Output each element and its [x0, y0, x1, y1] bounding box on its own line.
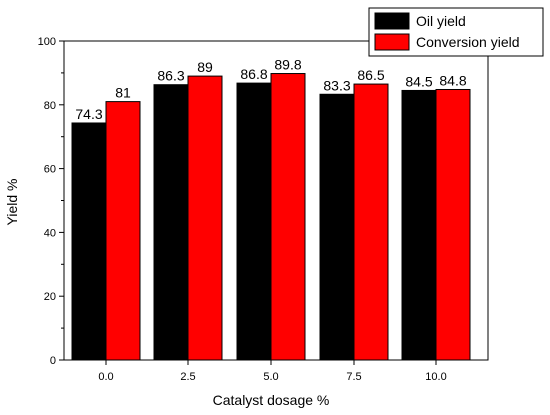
data-label-oil-yield-3: 83.3 — [323, 77, 350, 93]
data-label-oil-yield-1: 86.3 — [157, 68, 184, 84]
data-label-conversion-yield-4: 84.8 — [439, 72, 466, 88]
bar-oil-yield-4 — [401, 89, 437, 361]
y-tick-label-2: 40 — [44, 227, 56, 239]
data-label-conversion-yield-0: 81 — [115, 85, 131, 101]
y-tick-label-1: 20 — [44, 291, 56, 303]
x-tick-label-0: 0.0 — [98, 371, 113, 383]
legend-label-oil-yield: Oil yield — [416, 13, 466, 29]
x-tick-label-1: 2.5 — [180, 371, 195, 383]
bar-conversion-yield-1 — [187, 75, 223, 361]
data-label-conversion-yield-1: 89 — [197, 59, 213, 75]
data-label-oil-yield-2: 86.8 — [240, 66, 267, 82]
legend-swatch-conversion-yield — [374, 33, 410, 51]
bar-conversion-yield-2 — [270, 73, 306, 361]
x-tick-label-3: 7.5 — [346, 371, 361, 383]
data-labels: 74.3 86.3 86.8 83.3 84.5 81 89 89.8 86.5 84.8 — [75, 57, 466, 122]
bar-oil-yield-3 — [319, 93, 355, 361]
bar-conversion-yield-4 — [435, 88, 471, 361]
data-label-oil-yield-4: 84.5 — [405, 73, 432, 89]
bars — [71, 73, 471, 361]
bar-oil-yield-2 — [236, 82, 272, 361]
x-tick-label-4: 10.0 — [425, 371, 446, 383]
legend-swatch-oil-yield — [374, 12, 410, 30]
x-axis-title: Catalyst dosage % — [213, 392, 330, 408]
y-tick-label-0: 0 — [50, 355, 56, 367]
legend-label-conversion-yield: Conversion yield — [416, 34, 520, 50]
data-label-conversion-yield-2: 89.8 — [274, 57, 301, 73]
y-tick-label-4: 80 — [44, 100, 56, 112]
axes: 0 20 40 60 80 100 0.0 2.5 5.0 7.5 10.0 — [38, 36, 447, 383]
bar-oil-yield-0 — [71, 122, 107, 361]
y-tick-label-3: 60 — [44, 164, 56, 176]
data-label-conversion-yield-3: 86.5 — [357, 67, 384, 83]
x-tick-label-2: 5.0 — [263, 371, 278, 383]
y-axis-title: Yield % — [4, 179, 20, 226]
bar-conversion-yield-3 — [353, 83, 389, 361]
legend: Oil yield Conversion yield — [368, 7, 544, 57]
bar-oil-yield-1 — [153, 84, 189, 361]
y-tick-label-5: 100 — [38, 36, 56, 48]
data-label-oil-yield-0: 74.3 — [75, 106, 102, 122]
bar-conversion-yield-0 — [105, 101, 141, 361]
